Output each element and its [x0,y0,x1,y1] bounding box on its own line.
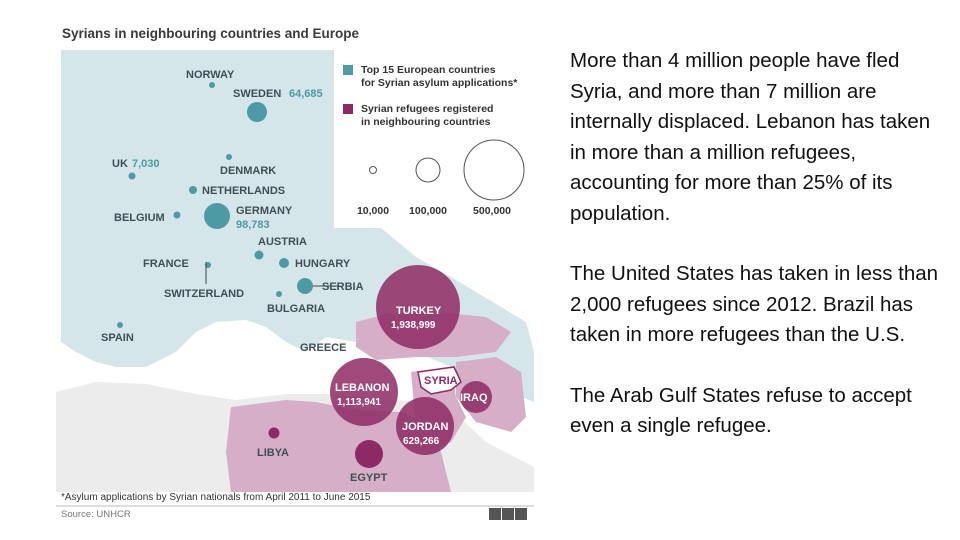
jordan-value: 629,266 [403,436,440,447]
body-text: More than 4 million people have fled Syr… [570,46,950,472]
germany-value: 98,783 [236,219,270,231]
turkey-value: 1,938,999 [391,320,436,331]
greece-label: GREECE [300,342,346,354]
hungary-marker [279,258,289,268]
bbc-logo [489,508,527,520]
uk-value: 7,030 [132,158,160,170]
uk-marker [128,172,136,180]
scale-circle-small [369,166,377,174]
paragraph-gulf-states: The Arab Gulf States refuse to accept ev… [570,383,912,438]
map-title: Syrians in neighbouring countries and Eu… [62,26,360,41]
austria-label: AUSTRIA [258,236,307,248]
netherlands-label: NETHERLANDS [202,185,285,197]
uk-label: UK [112,158,128,170]
refugee-map: Top 15 European countries for Syrian asy… [56,22,534,522]
norway-marker [209,82,215,88]
turkey-marker [376,265,460,349]
syria-label: SYRIA [424,375,458,387]
europe-legend-swatch [343,65,353,75]
jordan-label: JORDAN [402,421,449,433]
legend-europe-line2: for Syrian asylum applications* [361,77,518,89]
belgium-label: BELGIUM [114,212,165,224]
france-label: FRANCE [143,258,189,270]
germany-label: GERMANY [236,205,293,217]
bulgaria-marker [276,291,282,297]
serbia-marker [297,278,313,294]
spain-label: SPAIN [101,332,134,344]
serbia-label: SERBIA [322,281,364,293]
scale-circle-large [463,139,525,201]
lebanon-value: 1,113,941 [337,397,381,408]
map-graphic: Top 15 European countries for Syrian asy… [56,22,534,522]
libya-marker [268,427,280,439]
libya-region [226,400,356,492]
scale-label-large: 500,000 [473,205,511,217]
map-footnote: *Asylum applications by Syrian nationals… [61,492,371,503]
iraq-marker [460,381,492,413]
scale-label-small: 10,000 [357,205,389,217]
legend-neighbour-line1: Syrian refugees registered [361,103,493,115]
lebanon-marker [330,358,398,426]
jordan-marker [396,397,454,455]
sweden-marker [247,102,267,122]
syria-region [417,366,462,395]
sweden-label: SWEDEN [233,88,281,100]
legend-neighbour-line2: in neighbouring countries [361,116,491,128]
bulgaria-label: BULGARIA [267,303,325,315]
switzerland-label: SWITZERLAND [164,288,244,300]
egypt-marker [355,440,383,468]
scale-label-medium: 100,000 [409,205,447,217]
belgium-marker [173,211,181,219]
norway-label: NORWAY [186,69,235,81]
spain-marker [117,322,123,328]
libya-label: LIBYA [257,447,289,459]
turkey-label: TURKEY [396,305,442,317]
map-source: Source: UNHCR [61,509,131,520]
denmark-label: DENMARK [220,165,276,177]
scale-circle-medium [415,157,441,183]
germany-marker [204,203,230,229]
egypt-label: EGYPT [350,472,388,484]
paragraph-united-states: The United States has taken in less than… [570,262,939,346]
iraq-label: IRAQ [460,392,488,404]
hungary-label: HUNGARY [295,258,351,270]
sweden-value: 64,685 [289,88,323,100]
neighbour-legend-swatch [343,104,353,114]
austria-marker [254,250,264,260]
lebanon-label: LEBANON [335,382,389,394]
paragraph-displacement: More than 4 million people have fled Syr… [570,49,931,225]
legend-box [334,50,534,228]
denmark-marker [226,154,232,160]
legend-europe-line1: Top 15 European countries [361,64,496,76]
netherlands-marker [189,186,197,194]
